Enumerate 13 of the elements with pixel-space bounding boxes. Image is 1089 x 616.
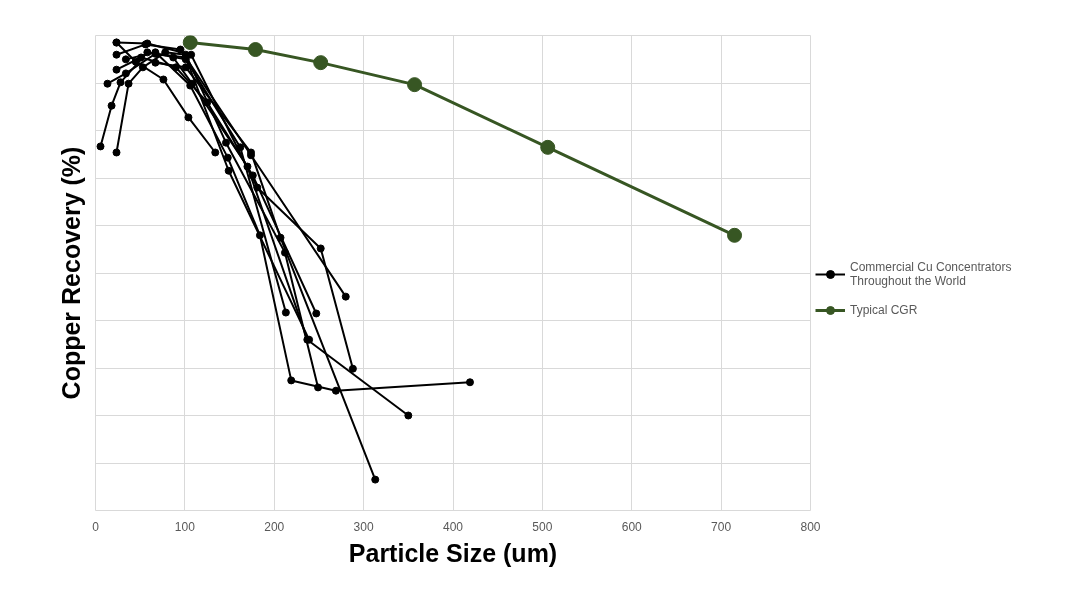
legend-label: Commercial Cu Concentrators Throughout the World	[850, 260, 1012, 288]
x-tick-label: 800	[800, 519, 821, 534]
legend-label: Typical CGR	[850, 303, 918, 317]
x-tick-label: 200	[264, 519, 285, 534]
x-tick-label: 400	[442, 519, 464, 534]
x-tick-label: 700	[711, 519, 732, 534]
y-axis-title: Copper Recovery (%)	[56, 146, 85, 400]
x-tick-label: 0	[92, 519, 100, 534]
x-tick-label: 300	[353, 519, 374, 534]
x-tick-label: 100	[174, 519, 196, 534]
x-axis-title: Particle Size (um)	[348, 538, 558, 567]
x-tick-label: 500	[532, 519, 553, 534]
x-tick-label: 600	[621, 519, 643, 534]
